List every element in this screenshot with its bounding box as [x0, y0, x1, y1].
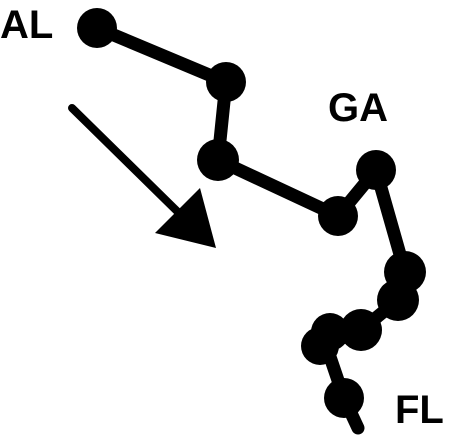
- route-stops: [77, 8, 426, 418]
- label-middle-ga: GA: [328, 86, 388, 130]
- stop-dot: [318, 196, 358, 236]
- stop-dot: [340, 309, 382, 351]
- stop-dot: [197, 139, 239, 181]
- stop-dot: [206, 62, 246, 102]
- stop-dot: [356, 150, 396, 190]
- stop-dot: [377, 279, 419, 321]
- stop-dot: [301, 327, 339, 365]
- label-start-al: AL: [0, 3, 54, 47]
- label-end-fl: FL: [395, 388, 444, 432]
- stop-dot: [324, 378, 364, 418]
- stop-dot: [77, 8, 117, 48]
- arrow-down-right-icon: [68, 104, 216, 248]
